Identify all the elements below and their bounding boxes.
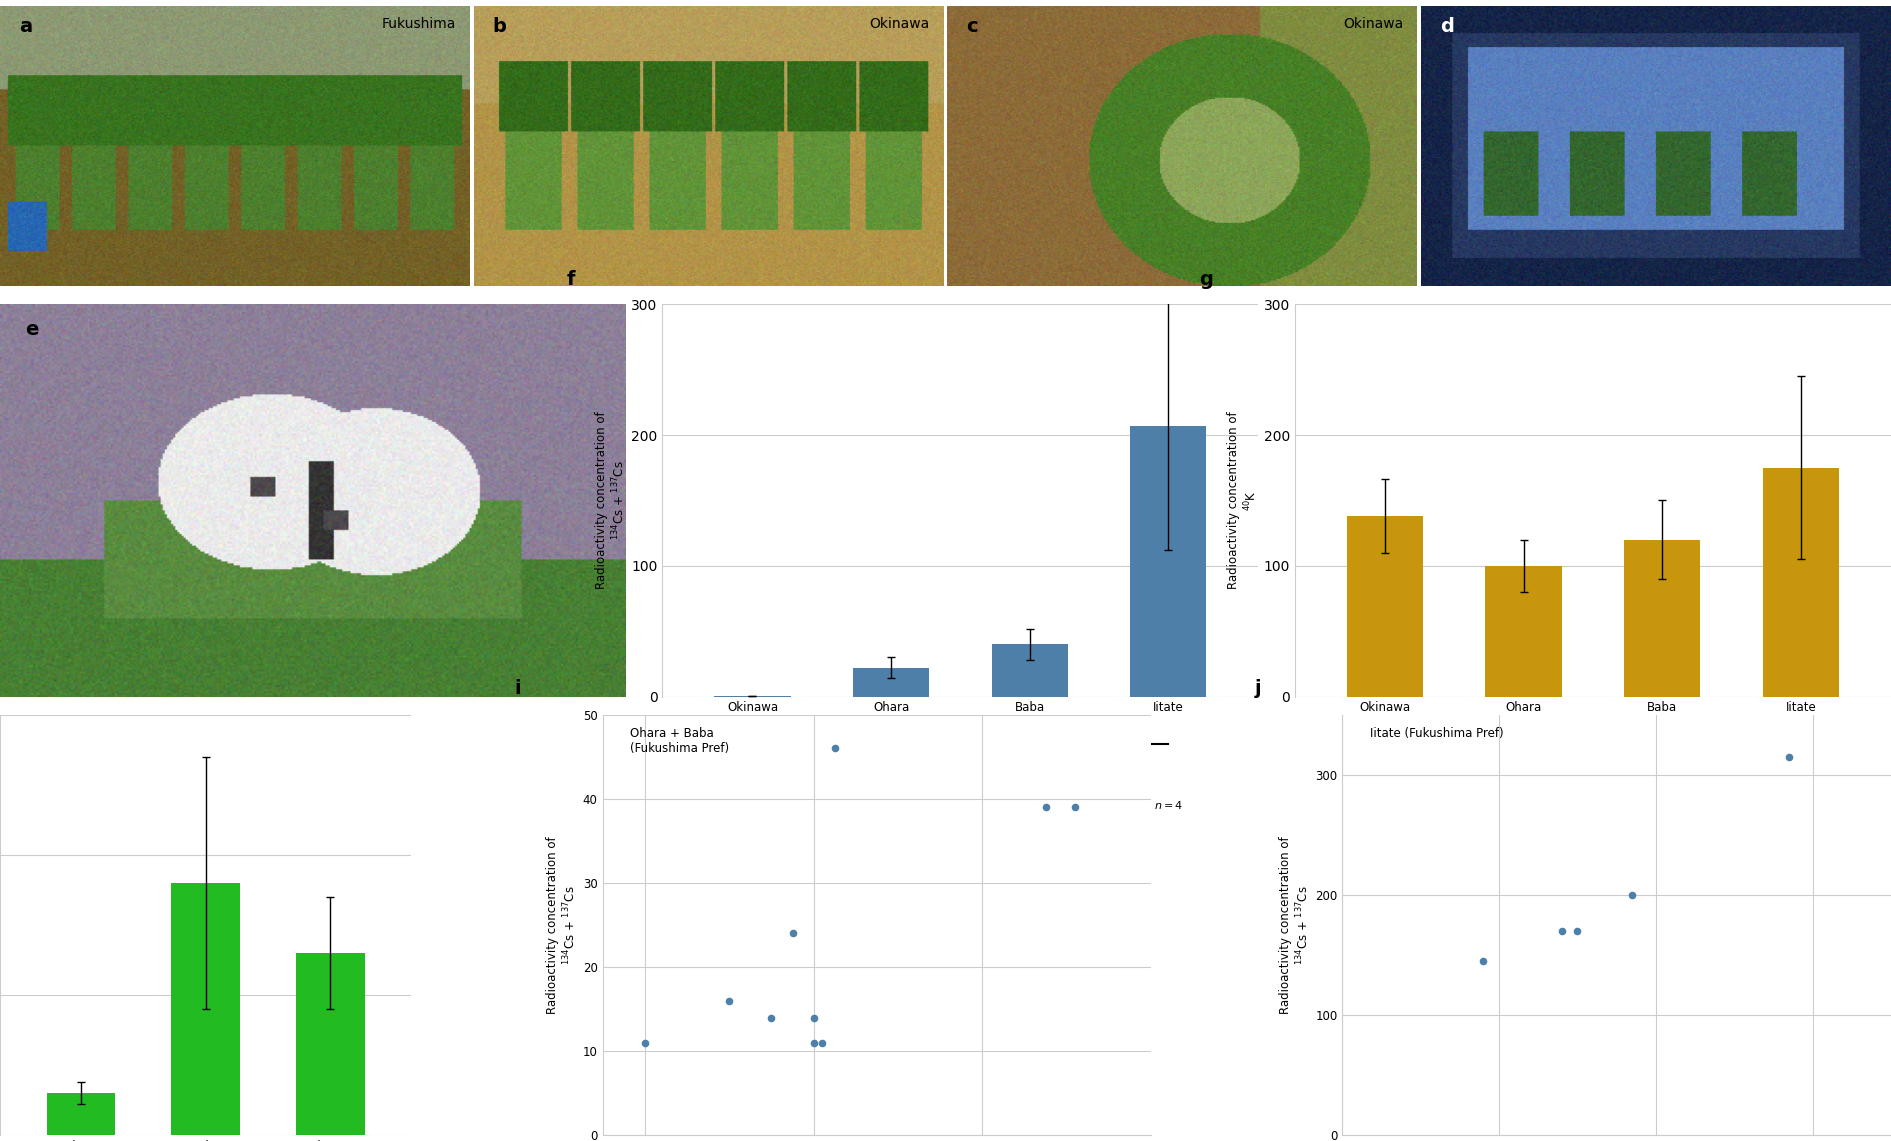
Y-axis label: Radioactivity concentration of
$^{134}$Cs + $^{137}$Cs: Radioactivity concentration of $^{134}$C… [1278,836,1310,1014]
Text: $n = 4$: $n = 4$ [877,799,906,810]
Text: c: c [966,17,978,35]
Point [756,1009,787,1027]
Bar [1346,516,1424,697]
Bar [1762,468,1840,697]
Point [715,992,745,1010]
Bar [297,953,365,1135]
Text: $n = 4$: $n = 4$ [1371,767,1399,779]
Text: g: g [1199,269,1214,289]
Point [798,1034,828,1052]
Point [1562,922,1592,940]
Bar [47,1093,115,1135]
Text: $n = 4$: $n = 4$ [1509,799,1537,810]
Y-axis label: Radioactivity concentration of
$^{40}$K: Radioactivity concentration of $^{40}$K [1227,412,1259,589]
Text: Iitate (Fukushima Pref): Iitate (Fukushima Pref) [1369,728,1503,741]
Text: b: b [492,17,507,35]
Point [1061,799,1091,817]
Point [1031,799,1061,817]
Point [819,739,849,758]
Bar [991,645,1068,697]
Text: a: a [19,17,32,35]
Text: Okinawa: Okinawa [870,17,930,31]
Point [777,924,807,942]
Bar [172,883,240,1135]
Text: $n = 4$: $n = 4$ [1154,799,1184,810]
Text: j: j [1254,679,1261,698]
Text: i: i [514,679,522,698]
Text: $n = 4$: $n = 4$ [1787,799,1815,810]
Bar [1131,426,1206,697]
Point [630,1034,660,1052]
Bar [1486,566,1562,697]
Text: Fukushima Prefecture: Fukushima Prefecture [970,767,1091,777]
Text: f: f [567,269,575,289]
Point [1547,922,1577,940]
Point [807,1034,838,1052]
Text: $n = 4$: $n = 4$ [1647,799,1677,810]
Y-axis label: Radioactivity concentration of
$^{134}$Cs + $^{137}$Cs: Radioactivity concentration of $^{134}$C… [594,412,628,589]
Text: e: e [25,319,38,339]
Point [798,1009,828,1027]
Point [1774,747,1804,766]
Bar [853,667,928,697]
Y-axis label: Radioactivity concentration of
$^{134}$Cs + $^{137}$Cs: Radioactivity concentration of $^{134}$C… [546,836,579,1014]
Point [1467,952,1498,970]
Text: Fukushima Prefecture: Fukushima Prefecture [1602,767,1723,777]
Text: Fukushima: Fukushima [382,17,456,31]
Text: d: d [1439,17,1454,35]
Bar [1624,540,1700,697]
Point [1617,885,1647,904]
Text: Okinawa: Okinawa [1343,17,1403,31]
Text: $n = 4$: $n = 4$ [737,767,768,779]
Text: Ohara + Baba
(Fukushima Pref): Ohara + Baba (Fukushima Pref) [630,728,730,755]
Text: $n = 4$: $n = 4$ [1015,799,1044,810]
